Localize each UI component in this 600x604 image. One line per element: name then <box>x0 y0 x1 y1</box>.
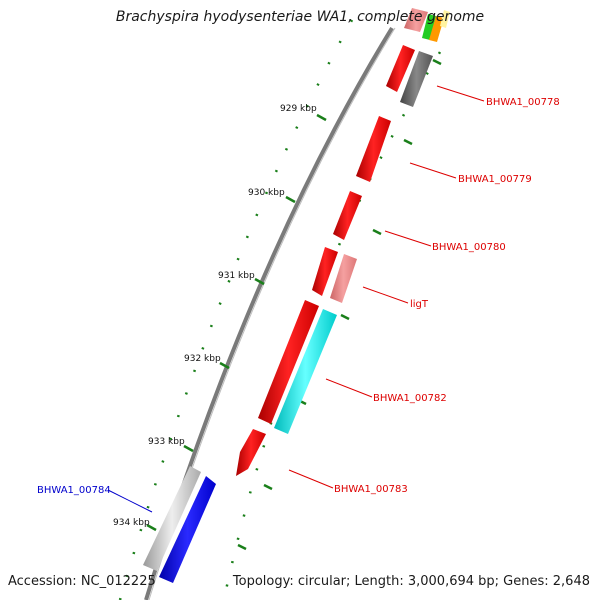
gene-feature-gray-bhwa1-00778[interactable] <box>400 51 433 107</box>
gene-feature-pink-top[interactable] <box>404 8 428 32</box>
gene-features[interactable] <box>143 8 450 583</box>
scale-label: 934 kbp <box>113 518 150 528</box>
gene-feature-red-bhwa1-00779[interactable] <box>356 116 391 182</box>
gene-feature-red[interactable] <box>312 247 338 296</box>
scale-label: 932 kbp <box>184 354 221 364</box>
genome-backbone-arc <box>144 26 394 601</box>
gene-feature-red-bhwa1-00780[interactable] <box>333 191 362 240</box>
scale-label: 933 kbp <box>148 437 185 447</box>
gene-label-bhwa1-00779[interactable]: BHWA1_00779 <box>458 174 532 185</box>
scale-labels: 929 kbp 930 kbp 931 kbp 932 kbp 933 kbp … <box>113 104 317 528</box>
gene-feature-red-bhwa1-00783[interactable] <box>236 429 266 476</box>
scale-tick-929 <box>316 113 327 122</box>
label-connectors <box>107 85 485 513</box>
gene-feature-pink-ligt[interactable] <box>330 254 357 303</box>
topology-text: Topology: circular; Length: 3,000,694 bp… <box>232 574 590 589</box>
gene-feature-green-top[interactable] <box>422 14 436 40</box>
scale-tick-930 <box>285 195 296 204</box>
accession-text: Accession: NC_012225 <box>8 574 156 589</box>
genome-backbone-arc-highlight <box>148 27 396 601</box>
gene-feature-red-long[interactable] <box>258 300 319 424</box>
scale-tick-932 <box>219 361 230 370</box>
scale-ticks <box>146 113 327 532</box>
scale-label: 929 kbp <box>280 104 317 114</box>
gene-label-bhwa1-00784[interactable]: BHWA1_00784 <box>37 485 111 496</box>
scale-tick-934 <box>146 523 157 532</box>
scale-tick-931 <box>254 277 265 286</box>
gene-feature-red[interactable] <box>386 45 415 92</box>
gene-label-bhwa1-00778[interactable]: BHWA1_00778 <box>486 97 560 108</box>
gene-label-bhwa1-00782[interactable]: BHWA1_00782 <box>373 393 447 404</box>
genome-title: Brachyspira hyodysenteriae WA1, complete… <box>115 9 485 25</box>
gene-feature-light-gray[interactable] <box>143 466 201 571</box>
gene-feature-cyan-bhwa1-00782[interactable] <box>274 309 337 434</box>
gene-label-ligt[interactable]: ligT <box>410 299 429 310</box>
gene-label-bhwa1-00780[interactable]: BHWA1_00780 <box>432 242 506 253</box>
gene-feature-yellow-top[interactable] <box>440 10 450 28</box>
scale-label: 930 kbp <box>248 188 285 198</box>
outer-ticks <box>237 58 442 551</box>
gene-label-bhwa1-00783[interactable]: BHWA1_00783 <box>334 484 408 495</box>
scale-tick-933 <box>183 444 194 453</box>
gene-feature-blue-bhwa1-00784[interactable] <box>159 476 216 583</box>
gene-labels[interactable]: BHWA1_00778 BHWA1_00779 BHWA1_00780 ligT… <box>37 97 560 496</box>
gene-feature-orange-top[interactable] <box>429 16 444 42</box>
scale-label: 931 kbp <box>218 271 255 281</box>
